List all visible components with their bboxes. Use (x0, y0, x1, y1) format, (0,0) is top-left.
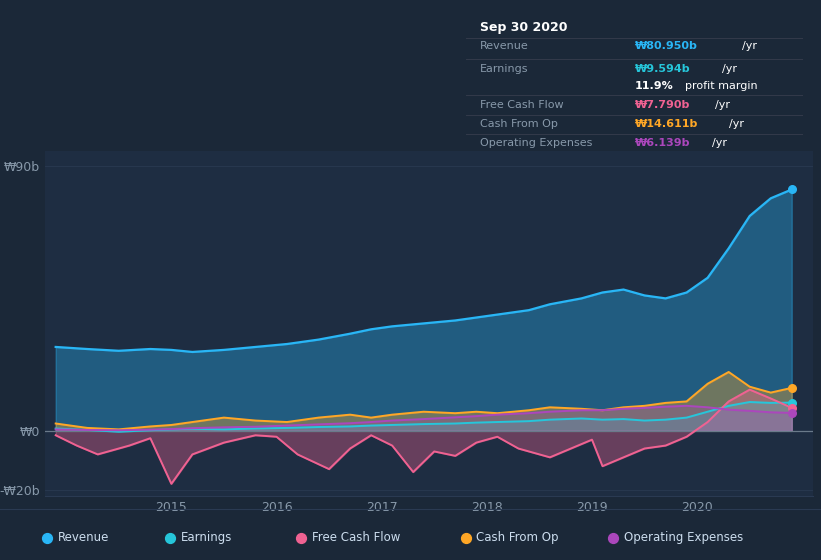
Text: ₩9.594b: ₩9.594b (635, 64, 690, 74)
Point (295, 533, 308, 542)
Text: Revenue: Revenue (479, 41, 529, 51)
Text: 11.9%: 11.9% (635, 81, 673, 91)
Point (785, 384, 798, 393)
Text: /yr: /yr (712, 138, 727, 148)
Text: Free Cash Flow: Free Cash Flow (479, 100, 563, 110)
Point (40, 533, 53, 542)
Point (607, 533, 620, 542)
Text: /yr: /yr (722, 64, 737, 74)
Text: Operating Expenses: Operating Expenses (624, 531, 743, 544)
Point (785, 403, 798, 412)
Point (785, 185, 798, 194)
Text: ₩80.950b: ₩80.950b (635, 41, 698, 51)
Text: ₩6.139b: ₩6.139b (635, 138, 690, 148)
Text: /yr: /yr (729, 119, 744, 129)
Text: /yr: /yr (742, 41, 757, 51)
Text: Sep 30 2020: Sep 30 2020 (479, 21, 567, 34)
Point (459, 533, 472, 542)
Text: /yr: /yr (715, 100, 731, 110)
Text: Earnings: Earnings (181, 531, 232, 544)
Text: Cash From Op: Cash From Op (479, 119, 557, 129)
Text: Operating Expenses: Operating Expenses (479, 138, 592, 148)
Text: Cash From Op: Cash From Op (476, 531, 558, 544)
Text: Revenue: Revenue (57, 531, 109, 544)
Text: Earnings: Earnings (479, 64, 528, 74)
Text: profit margin: profit margin (686, 81, 758, 91)
Text: Free Cash Flow: Free Cash Flow (312, 531, 401, 544)
Point (163, 533, 177, 542)
Point (785, 408, 798, 417)
Text: ₩14.611b: ₩14.611b (635, 119, 698, 129)
Point (785, 398, 798, 407)
Text: ₩7.790b: ₩7.790b (635, 100, 690, 110)
